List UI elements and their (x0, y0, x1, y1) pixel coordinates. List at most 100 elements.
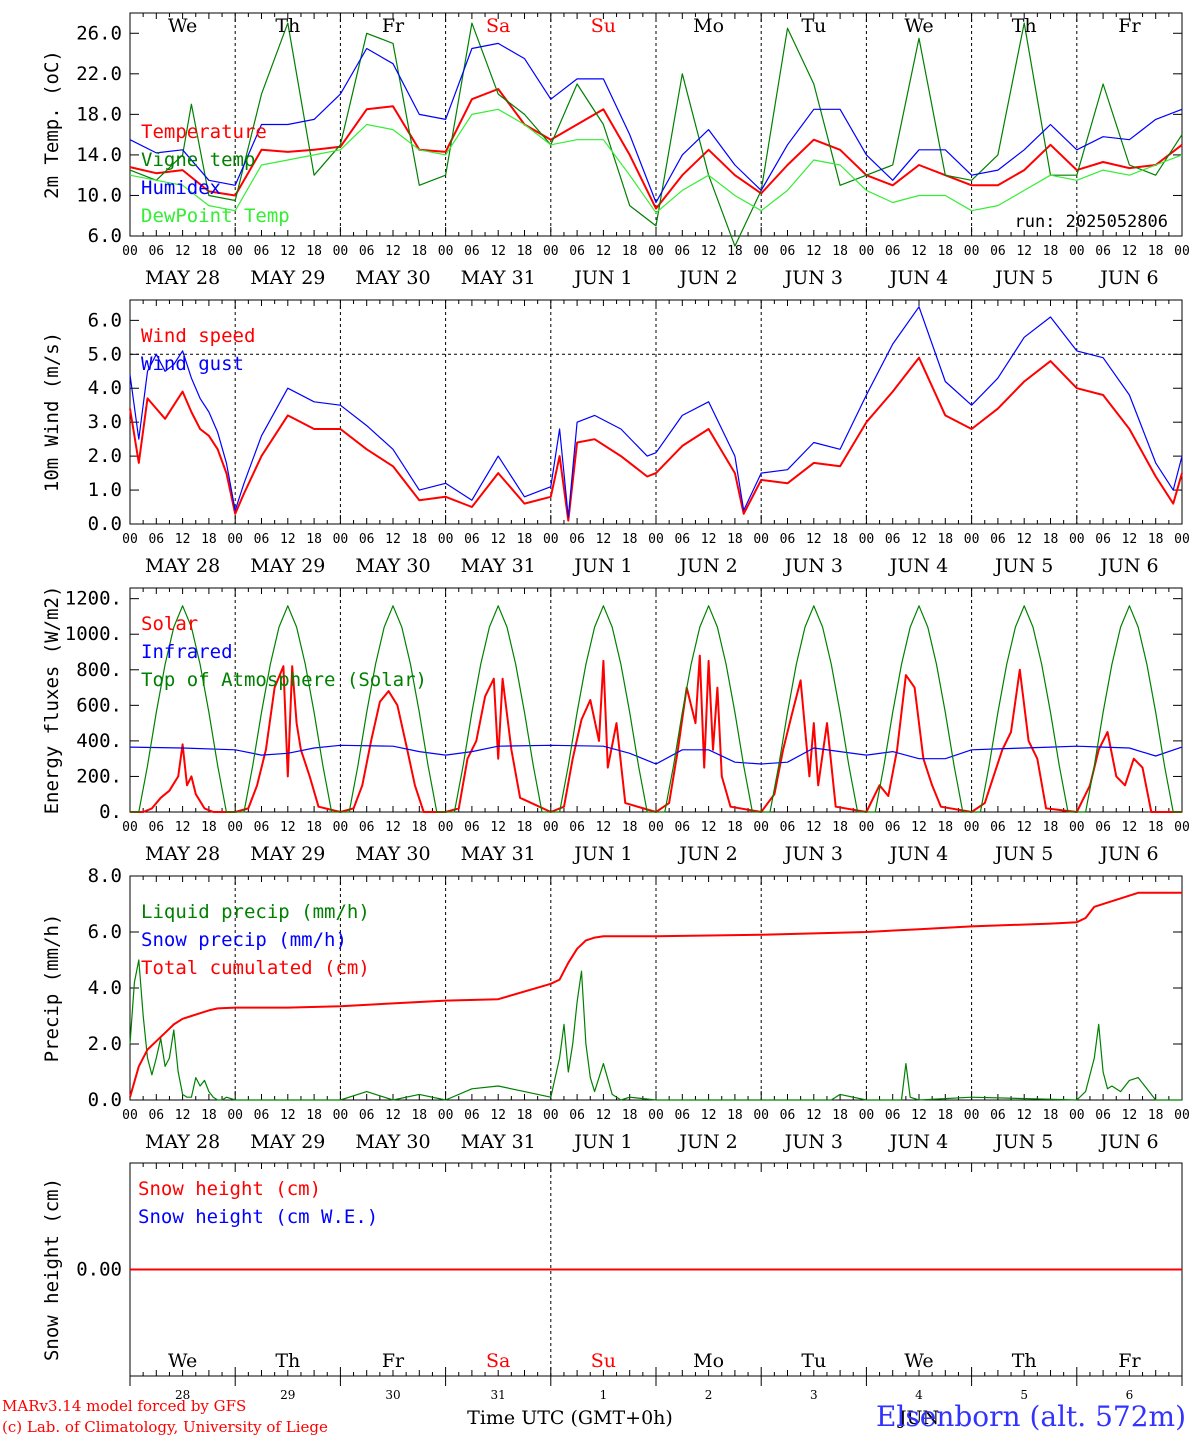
hour-tick-label: 06 (990, 1108, 1006, 1123)
date-label: MAY 31 (461, 1131, 536, 1153)
hour-tick-label: 06 (254, 1108, 270, 1123)
date-label: MAY 28 (145, 267, 220, 289)
hour-tick-label: 18 (201, 532, 217, 547)
y-tick-label: 200. (76, 765, 122, 787)
weekday-label: Fr (1118, 1350, 1141, 1372)
y-tick-label: 5.0 (88, 343, 122, 365)
hour-tick-label: 06 (569, 1108, 585, 1123)
series-line (129, 22, 1183, 247)
panel-frame (129, 299, 1183, 525)
hour-tick-label: 00 (859, 532, 875, 547)
hour-tick-label: 00 (333, 820, 349, 835)
hour-tick-label: 12 (385, 532, 401, 547)
hour-tick-label: 00 (648, 244, 664, 259)
hour-tick-label: 12 (911, 532, 927, 547)
hour-tick-label: 00 (1174, 820, 1190, 835)
hour-tick-label: 06 (148, 532, 164, 547)
legend-entry: Infrared (141, 641, 233, 663)
legend-entry: Total cumulated (cm) (141, 957, 370, 979)
hour-tick-label: 12 (806, 1108, 822, 1123)
y-tick-label: 10.0 (76, 184, 122, 206)
hour-tick-label: 06 (885, 820, 901, 835)
hour-tick-label: 18 (832, 244, 848, 259)
weekday-label: Fr (382, 1350, 405, 1372)
hour-tick-label: 00 (438, 532, 454, 547)
hour-tick-label: 06 (1095, 1108, 1111, 1123)
y-tick-label: 1000. (65, 623, 122, 645)
hour-tick-label: 00 (753, 244, 769, 259)
legend-entry: Humidex (141, 177, 221, 199)
y-tick-label: 0.0 (88, 513, 122, 535)
weekday-label: We (904, 1350, 933, 1372)
hour-tick-label: 12 (911, 820, 927, 835)
hour-tick-label: 06 (780, 820, 796, 835)
hour-tick-label: 00 (333, 532, 349, 547)
date-label: JUN 3 (783, 267, 843, 289)
hour-tick-label: 12 (385, 1108, 401, 1123)
y-tick-label: 6.0 (88, 921, 122, 943)
date-label: JUN 3 (783, 843, 843, 865)
weekday-label: Mo (693, 15, 724, 37)
date-label: MAY 31 (461, 267, 536, 289)
y-tick-label: 4.0 (88, 977, 122, 999)
hour-tick-label: 12 (175, 820, 191, 835)
weekday-label: We (904, 15, 933, 37)
date-label: MAY 28 (145, 1131, 220, 1153)
date-label: MAY 31 (461, 843, 536, 865)
weekday-label: Su (591, 15, 616, 37)
date-label: JUN 6 (1098, 555, 1158, 577)
hour-tick-label: 00 (753, 820, 769, 835)
weekday-label: Th (1012, 15, 1037, 37)
hour-tick-label: 00 (333, 1108, 349, 1123)
hour-tick-label: 00 (964, 532, 980, 547)
hour-tick-label: 18 (517, 820, 533, 835)
hour-tick-label: 18 (832, 1108, 848, 1123)
legend-entry: Solar (141, 613, 198, 635)
date-label: JUN 2 (677, 555, 737, 577)
hour-tick-label: 12 (701, 244, 717, 259)
hour-tick-label: 12 (596, 1108, 612, 1123)
series-line (129, 108, 1183, 214)
hour-tick-label: 18 (1043, 1108, 1059, 1123)
hour-tick-label: 00 (1174, 1108, 1190, 1123)
hour-tick-label: 18 (1043, 532, 1059, 547)
hour-tick-label: 12 (175, 532, 191, 547)
y-tick-label: 800. (76, 659, 122, 681)
hour-tick-label: 18 (517, 532, 533, 547)
weekday-label: Tu (801, 15, 826, 37)
hour-tick-label: 18 (622, 1108, 638, 1123)
y-tick-label: 0. (99, 801, 122, 823)
hour-tick-label: 12 (1122, 820, 1138, 835)
series-line (129, 42, 1183, 204)
hour-tick-label: 00 (543, 244, 559, 259)
hour-tick-label: 06 (464, 820, 480, 835)
date-label: JUN 2 (677, 1131, 737, 1153)
hour-tick-label: 18 (937, 244, 953, 259)
weekday-label: Th (275, 15, 300, 37)
hour-tick-label: 18 (306, 532, 322, 547)
series-line (129, 891, 1182, 1098)
weekday-label: We (168, 1350, 197, 1372)
day-number: 31 (491, 1388, 506, 1402)
hour-tick-label: 06 (1095, 244, 1111, 259)
y-tick-label: 400. (76, 730, 122, 752)
weekday-label: Sa (486, 1350, 510, 1372)
hour-tick-label: 00 (1069, 532, 1085, 547)
hour-tick-label: 00 (859, 244, 875, 259)
legend-entry: Liquid precip (mm/h) (141, 901, 370, 923)
weekday-label: Su (591, 1350, 616, 1372)
credit-lab: (c) Lab. of Climatology, University of L… (2, 1418, 328, 1436)
legend-entry: Temperature (141, 121, 267, 143)
legend-entry: Top of Atmosphere (Solar) (141, 669, 427, 691)
hour-tick-label: 12 (1016, 1108, 1032, 1123)
hour-tick-label: 12 (596, 820, 612, 835)
hour-tick-label: 06 (885, 532, 901, 547)
hour-tick-label: 00 (122, 532, 138, 547)
series-line (129, 356, 1183, 522)
day-number: 1 (600, 1388, 608, 1402)
hour-tick-label: 12 (385, 820, 401, 835)
hour-tick-label: 12 (280, 1108, 296, 1123)
hour-tick-label: 00 (438, 244, 454, 259)
date-label: JUN 4 (888, 1131, 948, 1153)
